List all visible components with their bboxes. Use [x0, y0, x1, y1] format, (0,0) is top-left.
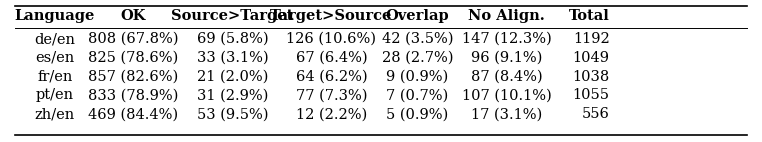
Text: 556: 556	[581, 107, 610, 121]
Text: 833 (78.9%): 833 (78.9%)	[88, 88, 178, 102]
Text: OK: OK	[120, 10, 146, 23]
Text: pt/en: pt/en	[36, 88, 74, 102]
Text: 808 (67.8%): 808 (67.8%)	[88, 32, 178, 46]
Text: 17 (3.1%): 17 (3.1%)	[471, 107, 543, 121]
Text: 825 (78.6%): 825 (78.6%)	[88, 51, 178, 65]
Text: Source>Target: Source>Target	[171, 10, 293, 23]
Text: 33 (3.1%): 33 (3.1%)	[197, 51, 268, 65]
Text: Overlap: Overlap	[386, 10, 450, 23]
Text: 1038: 1038	[572, 70, 610, 84]
Text: 87 (8.4%): 87 (8.4%)	[471, 70, 543, 84]
Text: Target>Source: Target>Source	[271, 10, 392, 23]
Text: 147 (12.3%): 147 (12.3%)	[462, 32, 552, 46]
Text: 77 (7.3%): 77 (7.3%)	[296, 88, 367, 102]
Text: 5 (0.9%): 5 (0.9%)	[386, 107, 449, 121]
Text: 1055: 1055	[572, 88, 610, 102]
Text: 64 (6.2%): 64 (6.2%)	[296, 70, 367, 84]
Text: fr/en: fr/en	[37, 70, 72, 84]
Text: 28 (2.7%): 28 (2.7%)	[382, 51, 453, 65]
Text: No Align.: No Align.	[469, 10, 545, 23]
Text: 107 (10.1%): 107 (10.1%)	[462, 88, 552, 102]
Text: zh/en: zh/en	[35, 107, 75, 121]
Text: 96 (9.1%): 96 (9.1%)	[471, 51, 543, 65]
Text: es/en: es/en	[35, 51, 75, 65]
Text: 69 (5.8%): 69 (5.8%)	[197, 32, 268, 46]
Text: 7 (0.7%): 7 (0.7%)	[386, 88, 449, 102]
Text: 42 (3.5%): 42 (3.5%)	[382, 32, 453, 46]
Text: 1049: 1049	[572, 51, 610, 65]
Text: 53 (9.5%): 53 (9.5%)	[197, 107, 268, 121]
Text: Language: Language	[14, 10, 95, 23]
Text: 12 (2.2%): 12 (2.2%)	[296, 107, 367, 121]
Text: 9 (0.9%): 9 (0.9%)	[386, 70, 449, 84]
Text: 1192: 1192	[573, 32, 610, 46]
Text: 126 (10.6%): 126 (10.6%)	[287, 32, 376, 46]
Text: 857 (82.6%): 857 (82.6%)	[88, 70, 178, 84]
Text: 31 (2.9%): 31 (2.9%)	[197, 88, 268, 102]
Text: 469 (84.4%): 469 (84.4%)	[88, 107, 178, 121]
Text: de/en: de/en	[34, 32, 75, 46]
Text: 67 (6.4%): 67 (6.4%)	[296, 51, 367, 65]
Text: 21 (2.0%): 21 (2.0%)	[197, 70, 268, 84]
Text: Total: Total	[568, 10, 610, 23]
